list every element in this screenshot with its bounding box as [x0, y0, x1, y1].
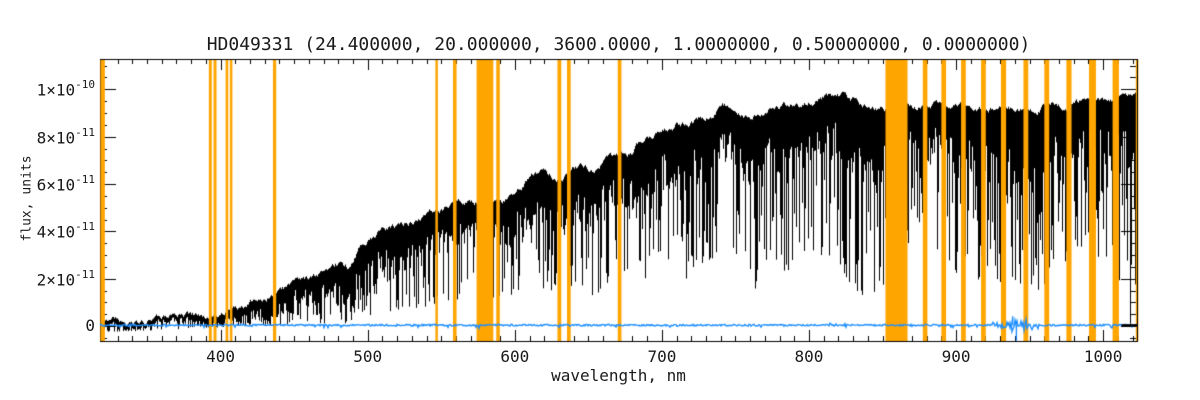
y-tick-label: 4×10-11 — [36, 220, 95, 242]
x-tick-label: 900 — [941, 347, 971, 366]
y-tick-label: 6×10-11 — [36, 173, 95, 195]
x-tick-label: 600 — [500, 347, 530, 366]
plot-title: HD049331 (24.400000, 20.000000, 3600.000… — [206, 34, 1031, 55]
x-tick-label: 700 — [647, 347, 677, 366]
y-tick-label: 1×10-10 — [36, 78, 95, 100]
x-tick-label: 400 — [206, 347, 236, 366]
y-tick-label: 0 — [85, 316, 95, 336]
x-axis-title: wavelength, nm — [551, 366, 686, 385]
y-tick-label: 8×10-11 — [36, 125, 95, 147]
x-tick-label: 800 — [794, 347, 824, 366]
x-tick-label: 1000 — [1083, 347, 1123, 366]
x-tick-label: 500 — [353, 347, 383, 366]
y-tick-label: 2×10-11 — [36, 267, 95, 290]
